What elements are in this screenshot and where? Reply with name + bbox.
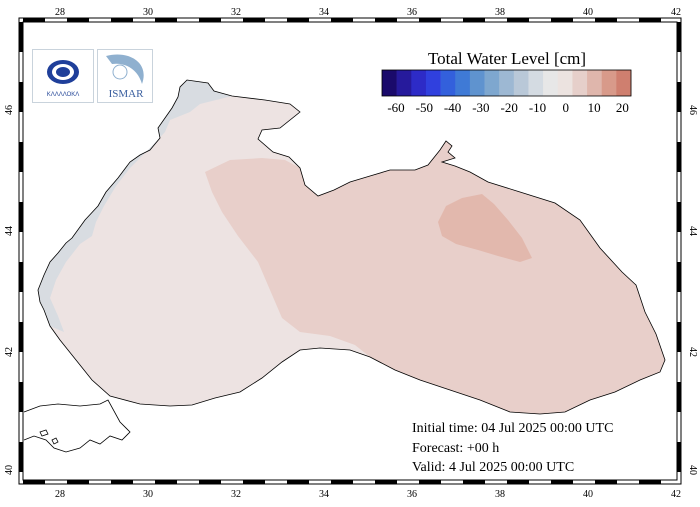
black-sea bbox=[38, 80, 665, 414]
y-tick-label-right: 46 bbox=[687, 105, 698, 115]
x-tick-label-bottom: 36 bbox=[407, 489, 417, 500]
hydrographic-logo-text: ΚΛΛΛΛΟΚΛ bbox=[47, 92, 80, 98]
coastline-marmara bbox=[23, 399, 131, 453]
legend-swatch bbox=[484, 70, 500, 96]
legend-tick-label: -20 bbox=[501, 100, 518, 115]
x-tick-label-top: 34 bbox=[319, 7, 329, 18]
x-tick-label-top: 30 bbox=[143, 7, 153, 18]
sea-hotspot bbox=[438, 194, 532, 262]
x-tick-label-bottom: 30 bbox=[143, 489, 153, 500]
axis-labels: 28 28 30 30 32 32 34 34 36 36 38 38 40 40 42 42 46 46 44 44… bbox=[4, 7, 698, 500]
frame-border-ticks bbox=[19, 18, 681, 484]
legend-swatch bbox=[382, 70, 397, 96]
coastline-marmara-islands bbox=[39, 429, 59, 445]
legend-swatch bbox=[572, 70, 588, 96]
sea-of-azov bbox=[273, 112, 428, 196]
x-tick-label-top: 42 bbox=[671, 7, 681, 18]
sea-eastern-region bbox=[205, 141, 665, 414]
legend-tick-label: 0 bbox=[563, 100, 570, 115]
x-tick-label-bottom: 42 bbox=[671, 489, 681, 500]
legend-swatch bbox=[396, 70, 412, 96]
legend-swatch bbox=[469, 70, 485, 96]
coastline-main bbox=[37, 79, 666, 415]
y-tick-label-right: 40 bbox=[687, 465, 698, 475]
legend-swatch bbox=[411, 70, 427, 96]
ismar-logo-text: ISMAR bbox=[109, 88, 145, 100]
legend-swatch bbox=[513, 70, 529, 96]
legend-tick-label: 20 bbox=[616, 100, 629, 115]
legend-title: Total Water Level [cm] bbox=[428, 49, 586, 68]
x-tick-label-top: 36 bbox=[407, 7, 417, 18]
legend-swatch bbox=[601, 70, 617, 96]
y-tick-label-right: 42 bbox=[687, 347, 698, 357]
initial-time-label: Initial time: 04 Jul 2025 00:00 UTC bbox=[412, 421, 614, 436]
x-tick-label-bottom: 34 bbox=[319, 489, 329, 500]
x-tick-label-top: 38 bbox=[495, 7, 505, 18]
legend: Total Water Level [cm] -60 -50 -40 -30 -20 -1… bbox=[381, 49, 632, 115]
legend-swatch bbox=[499, 70, 515, 96]
x-tick-label-bottom: 32 bbox=[231, 489, 241, 500]
legend-tick-label: -30 bbox=[472, 100, 489, 115]
x-tick-label-bottom: 38 bbox=[495, 489, 505, 500]
legend-swatch bbox=[587, 70, 603, 96]
y-tick-label-left: 40 bbox=[4, 465, 15, 475]
coastline bbox=[23, 79, 666, 453]
legend-tick-label: 10 bbox=[588, 100, 601, 115]
legend-swatch bbox=[616, 70, 632, 96]
legend-colorbar-border bbox=[381, 69, 632, 97]
x-tick-label-top: 28 bbox=[55, 7, 65, 18]
hydrographic-logo: ΚΛΛΛΛΟΚΛ bbox=[32, 49, 94, 103]
ismar-logo: ISMAR bbox=[97, 49, 153, 103]
y-tick-label-left: 44 bbox=[4, 226, 15, 236]
y-tick-label-left: 42 bbox=[4, 347, 15, 357]
x-tick-label-top: 32 bbox=[231, 7, 241, 18]
legend-tick-label: -40 bbox=[444, 100, 461, 115]
legend-swatch bbox=[543, 70, 559, 96]
legend-swatch bbox=[425, 70, 441, 96]
legend-colorbar bbox=[381, 69, 632, 97]
x-tick-label-top: 40 bbox=[583, 7, 593, 18]
x-tick-label-bottom: 40 bbox=[583, 489, 593, 500]
legend-swatch bbox=[455, 70, 471, 96]
legend-swatch bbox=[440, 70, 456, 96]
x-tick-label-bottom: 28 bbox=[55, 489, 65, 500]
legend-swatch bbox=[528, 70, 544, 96]
legend-swatch bbox=[557, 70, 573, 96]
hydrographic-logo-icon: ΚΛΛΛΛΟΚΛ bbox=[47, 60, 80, 98]
legend-tick-label: -10 bbox=[529, 100, 546, 115]
legend-tick-label: -60 bbox=[387, 100, 404, 115]
y-tick-label-left: 46 bbox=[4, 105, 15, 115]
legend-tick-label: -50 bbox=[416, 100, 433, 115]
y-tick-label-right: 44 bbox=[687, 226, 698, 236]
ismar-logo-icon: ISMAR bbox=[106, 54, 145, 100]
forecast-label: Forecast: +00 h bbox=[412, 441, 500, 456]
valid-time-label: Valid: 4 Jul 2025 00:00 UTC bbox=[412, 460, 575, 475]
legend-tick-labels: -60 -50 -40 -30 -20 -10 0 10 20 bbox=[387, 100, 629, 115]
